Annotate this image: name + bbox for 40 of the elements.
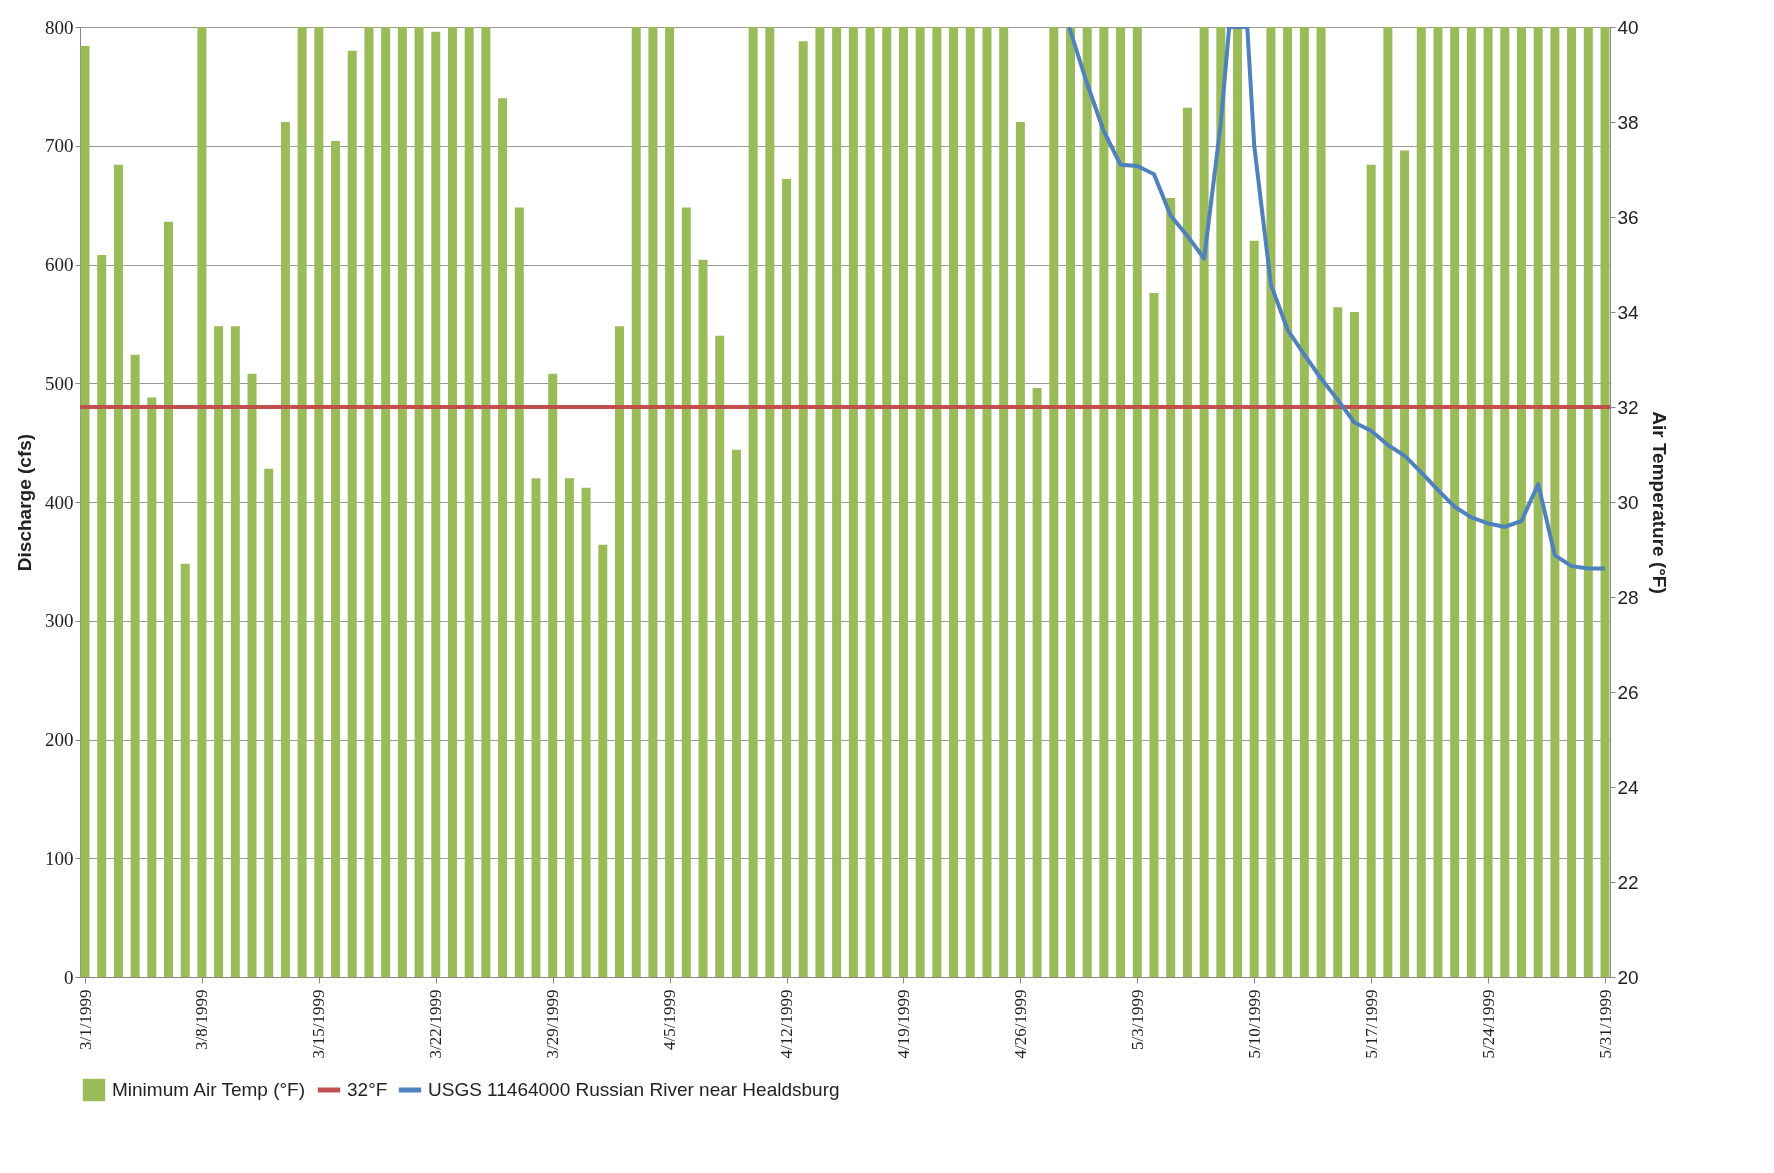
x-tick-label: 3/22/1999 — [426, 989, 446, 1059]
y-tick-label: 400 — [45, 491, 74, 513]
y-tick-label: 800 — [45, 16, 74, 38]
y-tick-label: 0 — [64, 966, 74, 988]
y2-tick-label: 40 — [1617, 16, 1639, 38]
y2-axis-title: Air Temperature (°F) — [1648, 411, 1670, 594]
y2-tick-label: 24 — [1617, 776, 1640, 798]
x-tick-label: 5/24/1999 — [1478, 989, 1498, 1059]
y2-tick-label: 34 — [1617, 301, 1640, 323]
y2-tick-label: 38 — [1617, 111, 1639, 133]
x-tick-label: 4/12/1999 — [777, 989, 797, 1059]
x-tick-label: 4/19/1999 — [893, 989, 913, 1059]
x-tick-label: 3/15/1999 — [309, 989, 329, 1059]
y-tick-label: 700 — [45, 135, 74, 157]
y2-tick-label: 20 — [1617, 966, 1639, 988]
legend-label: 32°F — [347, 1079, 388, 1100]
y2-tick-label: 32 — [1617, 396, 1639, 418]
line-series — [1067, 27, 1607, 571]
x-tick-label: 3/8/1999 — [192, 989, 212, 1050]
x-tick-label: 3/1/1999 — [75, 989, 95, 1050]
y2-tick-label: 30 — [1617, 491, 1639, 513]
y-tick-label: 500 — [45, 372, 74, 394]
legend-label: Minimum Air Temp (°F) — [112, 1079, 306, 1100]
y-tick-label: 100 — [45, 847, 74, 869]
y2-tick-label: 36 — [1617, 206, 1639, 228]
x-tick-label: 4/5/1999 — [660, 989, 680, 1050]
y2-tick-label: 22 — [1617, 871, 1639, 893]
x-tick-label: 5/3/1999 — [1127, 989, 1147, 1050]
x-tick-label: 3/29/1999 — [543, 989, 563, 1059]
legend-label: USGS 11464000 Russian River near Healdsburg — [428, 1079, 840, 1100]
y2-tick-label: 26 — [1617, 681, 1639, 703]
x-tick-label: 5/31/1999 — [1595, 989, 1615, 1059]
y-tick-label: 200 — [45, 729, 74, 750]
x-tick-label: 5/10/1999 — [1244, 989, 1264, 1059]
x-tick-label: 5/17/1999 — [1361, 989, 1381, 1059]
y-tick-label: 600 — [45, 254, 74, 275]
y-axis-title: Discharge (cfs) — [14, 433, 35, 572]
x-tick-label: 4/26/1999 — [1010, 989, 1030, 1059]
y-tick-label: 300 — [45, 610, 74, 632]
y2-tick-label: 28 — [1617, 586, 1639, 608]
